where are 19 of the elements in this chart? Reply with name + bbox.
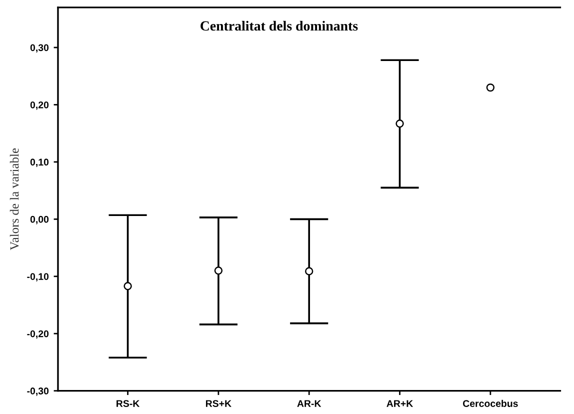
point <box>214 266 223 275</box>
point <box>396 120 404 128</box>
y-tick-label: -0,20 <box>27 330 49 339</box>
point <box>305 267 314 276</box>
x-tick-label: AR+K <box>386 400 414 407</box>
y-tick-label: 0,20 <box>30 101 49 110</box>
x-tick-label: Cercocebus <box>462 400 518 407</box>
x-tick-label: AR-K <box>297 400 322 407</box>
y-tick-label: -0,30 <box>27 388 49 396</box>
y-tick-label: 0,00 <box>30 216 49 224</box>
text: Centralitat dels dominants <box>200 20 358 31</box>
point <box>124 282 132 290</box>
y-axis-title: Valors de la variable <box>10 148 19 250</box>
y-tick-label: -0,10 <box>27 273 49 282</box>
y-tick-label: 0,10 <box>30 158 49 167</box>
x-tick-label: RS+K <box>206 400 232 407</box>
point <box>486 83 495 92</box>
x-tick-label: RS-K <box>116 400 140 407</box>
y-tick-label: 0,30 <box>30 44 49 53</box>
